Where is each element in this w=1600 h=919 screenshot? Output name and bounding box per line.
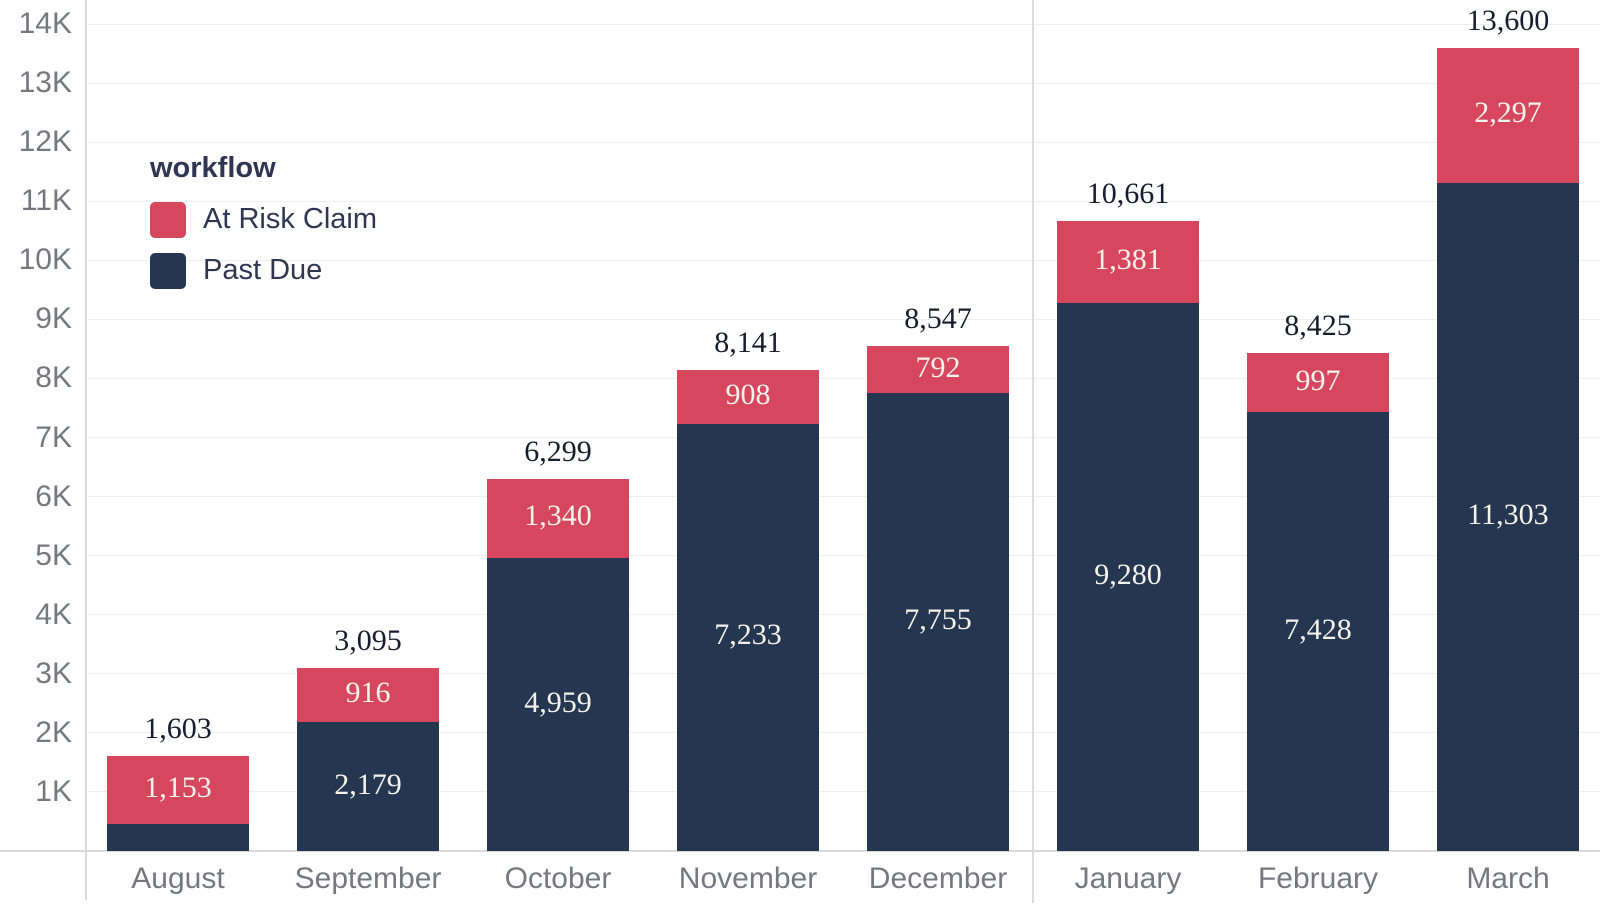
past-due-value-label: 4,959 xyxy=(524,685,592,719)
bar-segment-past-due[interactable]: 7,428 xyxy=(1247,412,1389,851)
bar-total-label: 8,425 xyxy=(1284,309,1352,343)
bar-segment-past-due[interactable]: 9,280 xyxy=(1057,302,1199,851)
y-gridline xyxy=(85,732,1600,734)
y-gridline xyxy=(85,23,1600,25)
y-tick-label: 2K xyxy=(35,715,72,749)
y-gridline xyxy=(85,318,1600,320)
legend-label-at-risk-claim: At Risk Claim xyxy=(203,203,378,235)
x-tick-label: December xyxy=(868,862,1008,895)
x-tick-label: November xyxy=(678,862,818,895)
y-gridline xyxy=(85,377,1600,379)
x-tick-label: October xyxy=(504,862,612,895)
panel-divider xyxy=(1032,0,1034,903)
y-gridline xyxy=(85,141,1600,143)
y-tick-label: 3K xyxy=(35,656,72,690)
legend-item-past-due[interactable]: Past Due xyxy=(150,252,377,289)
bar-segment-at-risk-claim[interactable]: 2,297 xyxy=(1437,47,1579,184)
past-due-value-label: 11,303 xyxy=(1467,498,1549,532)
y-gridline xyxy=(85,437,1600,438)
y-tick-label: 14K xyxy=(18,7,72,40)
y-tick-label: 8K xyxy=(35,361,72,395)
bar-segment-at-risk-claim[interactable]: 792 xyxy=(867,346,1009,393)
y-tick-label: 12K xyxy=(18,125,72,159)
past-due-swatch-icon xyxy=(150,252,186,289)
past-due-value-label: 7,755 xyxy=(904,602,972,636)
y-tick-label: 7K xyxy=(35,420,72,454)
bar-segment-past-due[interactable]: 7,233 xyxy=(677,423,819,851)
y-gridline xyxy=(85,496,1600,498)
at-risk-claim-value-label: 792 xyxy=(915,350,961,384)
y-gridline xyxy=(85,259,1600,261)
at-risk-claim-value-label: 997 xyxy=(1295,363,1341,397)
y-tick-label: 10K xyxy=(18,243,72,277)
past-due-value-label: 7,233 xyxy=(714,618,782,652)
bar-segment-at-risk-claim[interactable]: 997 xyxy=(1247,353,1389,413)
y-axis-line xyxy=(85,0,87,900)
y-gridline xyxy=(85,673,1600,675)
bar-total-label: 8,141 xyxy=(714,326,782,360)
bar-total-label: 8,547 xyxy=(904,302,972,336)
at-risk-claim-value-label: 1,381 xyxy=(1094,243,1162,277)
y-tick-label: 6K xyxy=(35,479,72,513)
bar-segment-past-due[interactable]: 4,959 xyxy=(487,558,629,851)
bar-total-label: 3,095 xyxy=(334,624,402,658)
bar-segment-at-risk-claim[interactable]: 908 xyxy=(677,370,819,424)
legend-item-at-risk-claim[interactable]: At Risk Claim xyxy=(150,201,377,238)
at-risk-claim-swatch-icon xyxy=(150,201,186,238)
at-risk-claim-value-label: 916 xyxy=(345,676,391,710)
bar-segment-at-risk-claim[interactable]: 916 xyxy=(297,668,439,723)
legend-title: workflow xyxy=(150,152,276,184)
bar-segment-past-due[interactable] xyxy=(107,824,249,851)
y-gridline xyxy=(85,200,1600,202)
bar-segment-at-risk-claim[interactable]: 1,340 xyxy=(487,478,629,559)
x-tick-label: March xyxy=(1466,862,1550,895)
x-tick-label: September xyxy=(294,862,442,895)
y-tick-label: 11K xyxy=(20,184,72,218)
y-tick-label: 4K xyxy=(35,597,72,631)
bar-segment-at-risk-claim[interactable]: 1,381 xyxy=(1057,221,1199,303)
x-tick-label: August xyxy=(131,862,225,895)
x-axis-line xyxy=(0,850,1600,852)
bar-total-label: 1,603 xyxy=(144,712,212,746)
bar-segment-past-due[interactable]: 7,755 xyxy=(867,392,1009,851)
y-tick-label: 5K xyxy=(35,538,72,572)
bar-total-label: 13,600 xyxy=(1466,3,1550,37)
past-due-value-label: 9,280 xyxy=(1094,557,1162,591)
bar-total-label: 10,661 xyxy=(1086,177,1170,211)
bar-segment-past-due[interactable]: 11,303 xyxy=(1437,183,1579,851)
x-tick-label: January xyxy=(1074,862,1182,895)
bar-total-label: 6,299 xyxy=(524,434,592,468)
y-gridline xyxy=(85,82,1600,84)
legend: workflow At Risk Claim Past Due xyxy=(150,152,377,303)
at-risk-claim-value-label: 2,297 xyxy=(1474,96,1542,130)
bar-segment-at-risk-claim[interactable]: 1,153 xyxy=(107,756,249,825)
y-tick-label: 13K xyxy=(18,66,72,100)
y-tick-label: 9K xyxy=(35,302,72,336)
legend-label-past-due: Past Due xyxy=(203,254,323,286)
past-due-value-label: 7,428 xyxy=(1284,612,1352,646)
y-gridline xyxy=(85,614,1600,616)
past-due-value-label: 2,179 xyxy=(334,767,402,801)
at-risk-claim-value-label: 1,153 xyxy=(144,771,212,805)
y-gridline xyxy=(85,791,1600,793)
x-tick-label: February xyxy=(1257,862,1379,895)
y-gridline xyxy=(85,555,1600,557)
y-tick-label: 1K xyxy=(35,774,72,808)
bar-segment-past-due[interactable]: 2,179 xyxy=(297,722,439,851)
at-risk-claim-value-label: 908 xyxy=(725,377,771,411)
at-risk-claim-value-label: 1,340 xyxy=(524,499,592,533)
